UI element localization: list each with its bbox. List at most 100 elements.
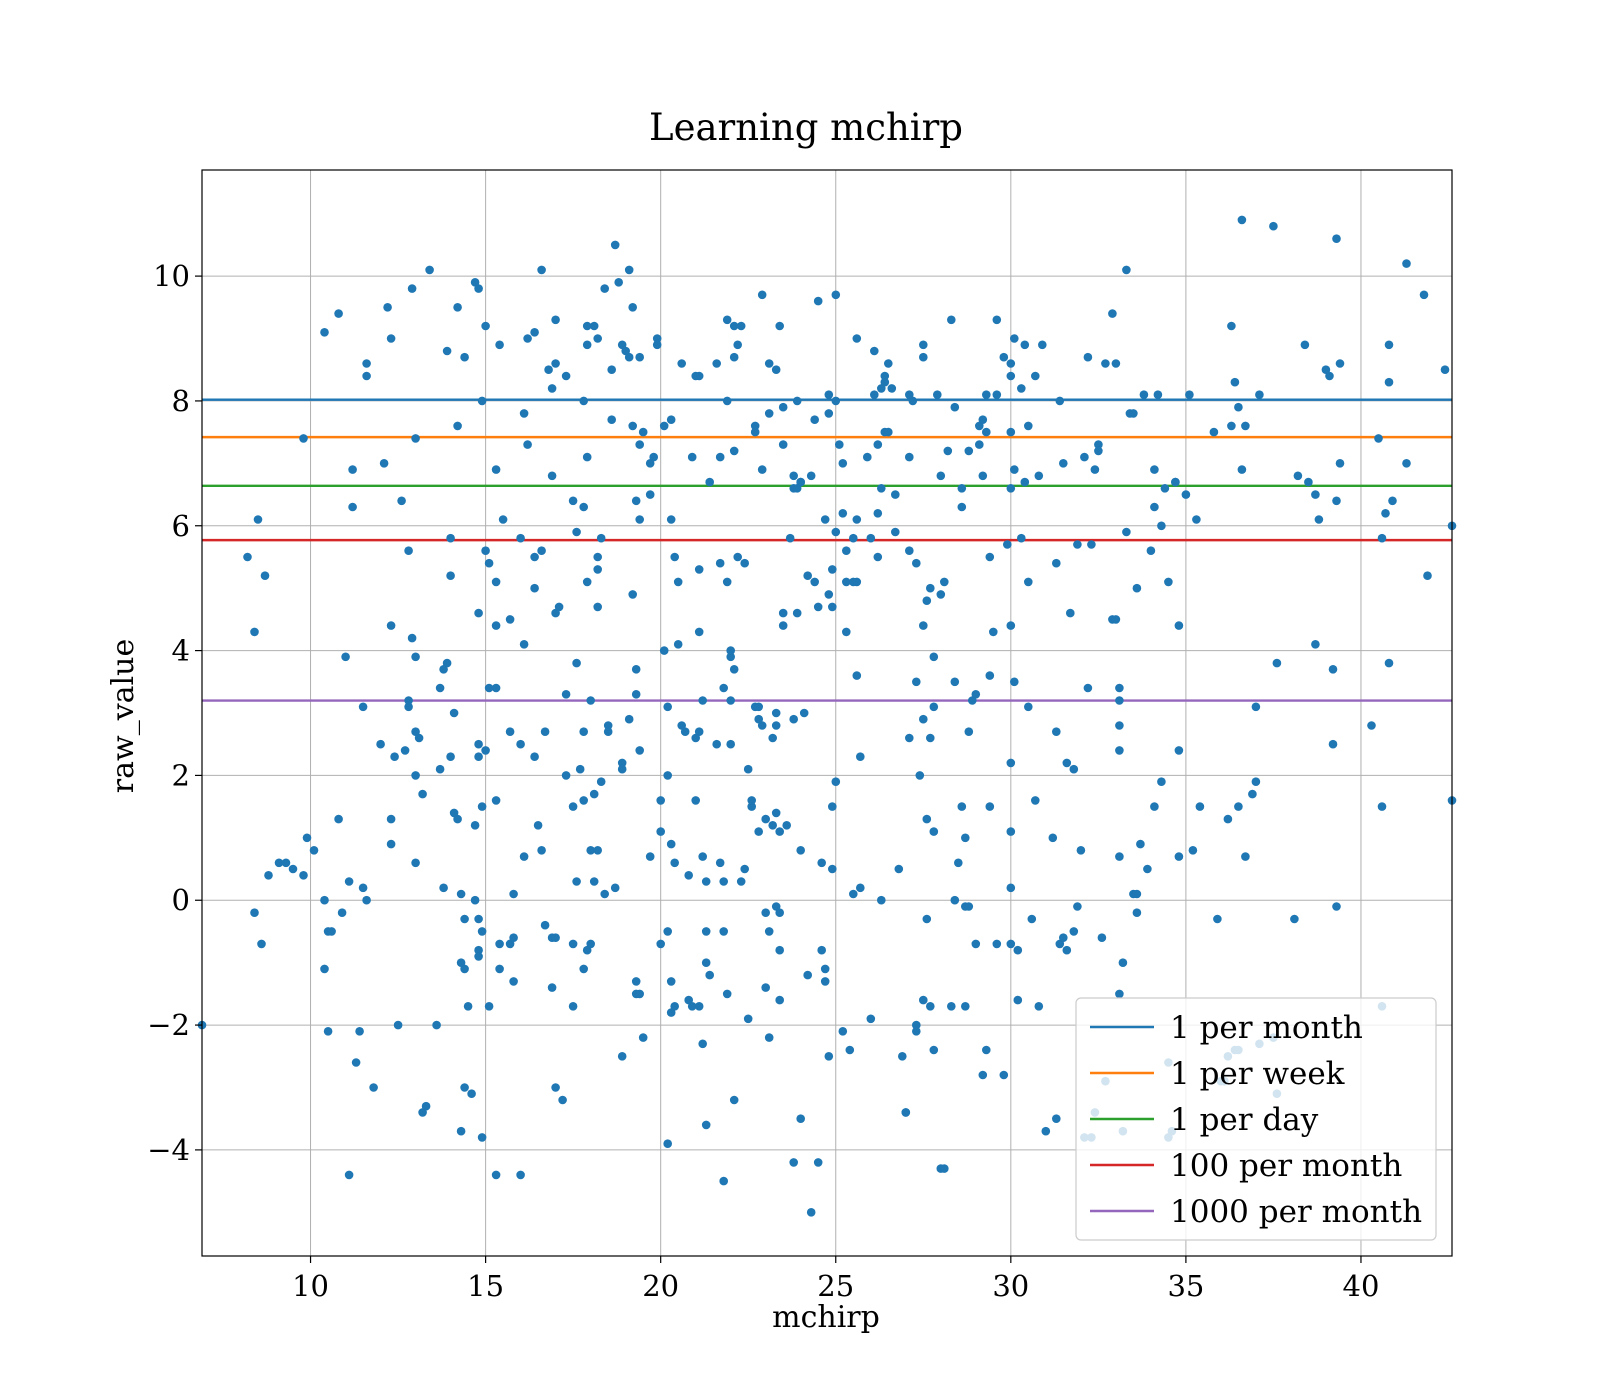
data-point [404, 696, 413, 705]
data-point [796, 1114, 805, 1123]
data-point [785, 533, 795, 543]
data-point [1122, 265, 1131, 275]
data-point [919, 340, 928, 350]
data-point [912, 1020, 921, 1030]
y-tick-label: −4 [147, 1133, 190, 1167]
data-point [425, 265, 434, 275]
data-point [586, 696, 595, 705]
x-tick-label: 15 [467, 1269, 504, 1303]
data-point [1419, 290, 1429, 300]
data-point [418, 789, 427, 799]
data-point [491, 683, 501, 693]
data-point [540, 727, 550, 736]
data-point [561, 690, 571, 699]
data-point [1069, 764, 1079, 774]
data-point [1241, 421, 1250, 431]
data-point [589, 321, 599, 331]
data-point [733, 552, 742, 562]
data-point [1069, 927, 1079, 936]
data-point [764, 409, 774, 418]
data-point [551, 933, 560, 942]
data-point [610, 883, 620, 893]
data-point [617, 764, 627, 774]
data-point [880, 377, 890, 387]
data-point [1332, 902, 1341, 911]
data-point [933, 390, 942, 400]
data-point [1118, 958, 1128, 967]
data-point [1384, 340, 1394, 350]
data-point [250, 627, 259, 637]
data-point [1006, 827, 1016, 836]
data-point [743, 764, 753, 774]
data-point [519, 640, 529, 649]
data-point [572, 527, 581, 537]
plot-frame [201, 169, 1453, 1257]
data-point [873, 509, 883, 518]
data-point [348, 465, 357, 474]
data-point [950, 402, 960, 412]
data-point [1034, 471, 1044, 481]
data-point [495, 939, 504, 949]
data-point [400, 746, 410, 755]
data-point [670, 858, 679, 868]
data-point [593, 846, 602, 855]
data-point [600, 284, 609, 293]
data-point [694, 1002, 704, 1011]
data-point [842, 577, 851, 587]
data-point [1269, 221, 1278, 231]
data-point [1115, 683, 1124, 693]
data-point [1097, 933, 1107, 942]
data-point [1017, 533, 1026, 543]
data-point [912, 1027, 921, 1036]
data-point [1006, 371, 1016, 381]
data-point [358, 702, 368, 712]
data-point [1017, 384, 1026, 393]
data-point [607, 365, 616, 375]
data-point [964, 446, 974, 456]
data-point [701, 927, 711, 936]
legend-items: 1 per month 1 per week 1 per day 100 per mo… [1090, 1010, 1422, 1230]
data-point [1087, 540, 1096, 549]
data-point [740, 558, 749, 568]
data-point [961, 1002, 970, 1011]
data-point [670, 552, 679, 562]
data-point [603, 721, 613, 730]
data-point [649, 452, 658, 462]
data-point [719, 877, 728, 886]
data-point [467, 1089, 476, 1098]
data-point [820, 977, 830, 986]
data-point [491, 1170, 501, 1180]
data-point [509, 889, 518, 899]
data-point [320, 895, 329, 905]
data-point [985, 802, 995, 811]
data-point [838, 509, 848, 518]
data-point [334, 814, 343, 824]
data-point [1150, 502, 1159, 512]
data-point [1013, 945, 1023, 955]
data-point [919, 995, 928, 1005]
data-point [820, 515, 830, 524]
data-point [411, 858, 420, 868]
data-point [572, 877, 581, 886]
data-point [1223, 814, 1233, 824]
data-point [775, 827, 784, 836]
data-point [750, 427, 760, 437]
data-point [838, 459, 848, 468]
data-point [691, 796, 700, 805]
data-point [842, 627, 851, 637]
data-point [831, 777, 841, 786]
data-point [1174, 852, 1184, 861]
data-point [764, 359, 774, 368]
data-point [877, 895, 886, 905]
data-point [1192, 515, 1201, 524]
data-point [1234, 402, 1243, 412]
data-point [891, 490, 900, 499]
data-point [474, 752, 483, 761]
data-point [1234, 802, 1243, 811]
data-point [477, 802, 487, 811]
data-point [1195, 802, 1205, 811]
data-point [726, 739, 735, 749]
data-point [579, 727, 588, 736]
data-point [624, 714, 634, 724]
data-point [771, 721, 781, 730]
